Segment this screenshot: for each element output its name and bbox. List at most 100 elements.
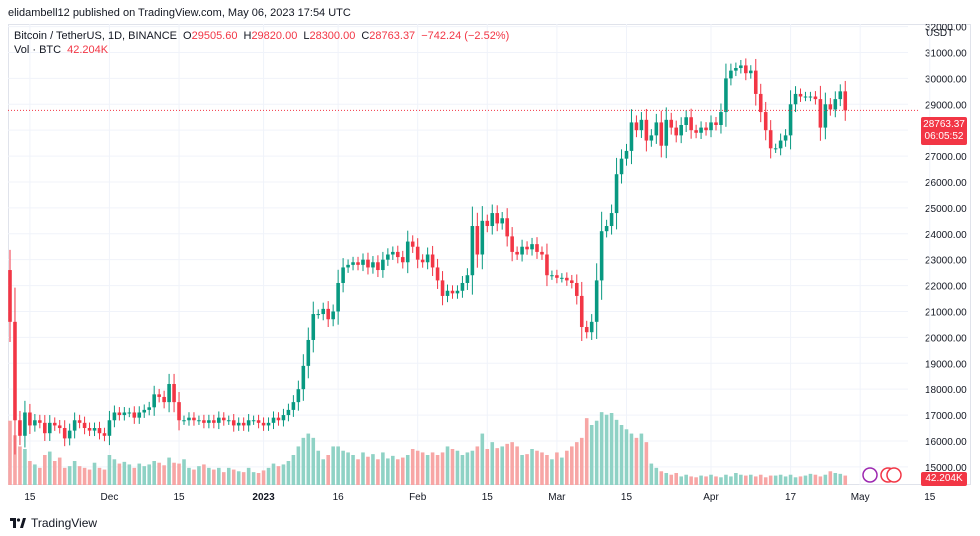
volume-bar (62, 467, 67, 485)
volume-bar (843, 475, 848, 485)
x-tick-label: 2023 (252, 492, 275, 503)
y-tick-label: 18000.00 (925, 385, 967, 396)
volume-bar (649, 463, 654, 485)
volume-bar (579, 437, 584, 485)
candle-body (669, 119, 674, 128)
volume-bar (172, 462, 176, 485)
volume-bar (490, 442, 495, 485)
candle-body (584, 327, 589, 333)
legend-high-label: H (243, 30, 252, 42)
volume-bar (182, 459, 186, 485)
volume-bar (386, 458, 390, 485)
candle-body (763, 112, 768, 131)
volume-bar (470, 450, 475, 485)
volume-bar (301, 437, 306, 485)
candle-body (629, 122, 634, 151)
candle-body (43, 422, 47, 434)
candle-body (644, 119, 649, 141)
candle-body (346, 264, 350, 268)
volume-bar (396, 459, 400, 485)
volume-bar (818, 476, 823, 485)
candle-body (371, 262, 375, 268)
volume-bar (460, 455, 465, 485)
volume-bar (326, 455, 330, 485)
volume-bar (351, 455, 355, 485)
volume-bar (38, 467, 42, 485)
volume-bar (217, 467, 221, 485)
candle-body (102, 433, 107, 436)
candle-body (142, 409, 147, 413)
volume-bar (783, 476, 788, 485)
candle-body (808, 96, 813, 98)
flag-badge-icon (886, 467, 902, 483)
candle-body (664, 119, 669, 146)
legend-volume-row: Vol · BTC 42.204K (14, 43, 509, 57)
volume-bar (475, 446, 480, 485)
candle-body (515, 251, 519, 255)
volume-bar (261, 470, 266, 485)
candle-body (619, 158, 624, 175)
candle-body (594, 280, 599, 322)
volume-bar (739, 474, 743, 485)
volume-bar (341, 450, 345, 485)
candle-body (127, 412, 132, 414)
candle-body (366, 259, 370, 268)
volume-bar (430, 452, 435, 485)
candle-body (614, 174, 619, 214)
volume-bar (659, 471, 664, 485)
candle-body (271, 417, 276, 423)
volume-bar (445, 446, 450, 485)
candle-body (734, 68, 738, 71)
candle-body (674, 127, 679, 136)
candle-body (420, 259, 425, 263)
candle-body (331, 311, 335, 320)
volume-bar (246, 467, 251, 485)
volume-bar (798, 476, 803, 485)
candle-body (52, 422, 57, 426)
volume-bar (321, 459, 326, 485)
volume-bar (311, 437, 316, 485)
candle-body (540, 251, 544, 255)
candle-body (813, 96, 818, 100)
candle-body (654, 122, 659, 136)
candle-body (778, 140, 783, 149)
candle-body (659, 122, 664, 146)
volume-bar (67, 466, 72, 485)
volume-bar (594, 420, 599, 485)
volume-bar (13, 435, 17, 485)
volume-bar (291, 455, 296, 485)
legend-price-row: Bitcoin / TetherUS, 1D, BINANCE O29505.60… (14, 29, 509, 43)
volume-bar (306, 433, 311, 485)
candle-body (480, 220, 485, 255)
volume-bar (251, 472, 256, 485)
candle-body (818, 99, 823, 128)
candle-body (530, 244, 534, 250)
candle-body (520, 246, 524, 255)
x-tick-label: Mar (548, 492, 566, 503)
price-chart[interactable]: 15000.00 16000.00 17000.00 18000.00 19000.00… (8, 24, 971, 510)
volume-bar (391, 455, 395, 485)
candle-body (450, 290, 455, 294)
candle-body (192, 417, 196, 421)
candle-body (97, 428, 102, 434)
volume-bar (629, 433, 634, 485)
volume-bar (724, 474, 728, 485)
volume-bar (346, 452, 350, 485)
volume-bar (560, 457, 564, 485)
candle-body (326, 308, 330, 320)
volume-bar (694, 477, 698, 485)
y-tick-label: 17000.00 (925, 411, 967, 422)
candle-body (162, 396, 166, 403)
volume-bar (221, 472, 226, 485)
candle-body (296, 389, 301, 403)
volume-bar (57, 457, 62, 485)
volume-bar (112, 459, 117, 485)
volume-bar (381, 452, 385, 485)
candle-body (92, 428, 97, 431)
candle-body (803, 96, 808, 98)
candle-body (753, 70, 758, 94)
volume-bar (316, 450, 321, 485)
volume-bar (72, 461, 77, 485)
x-tick-label: 15 (621, 492, 633, 503)
legend-close-label: C (361, 30, 370, 42)
